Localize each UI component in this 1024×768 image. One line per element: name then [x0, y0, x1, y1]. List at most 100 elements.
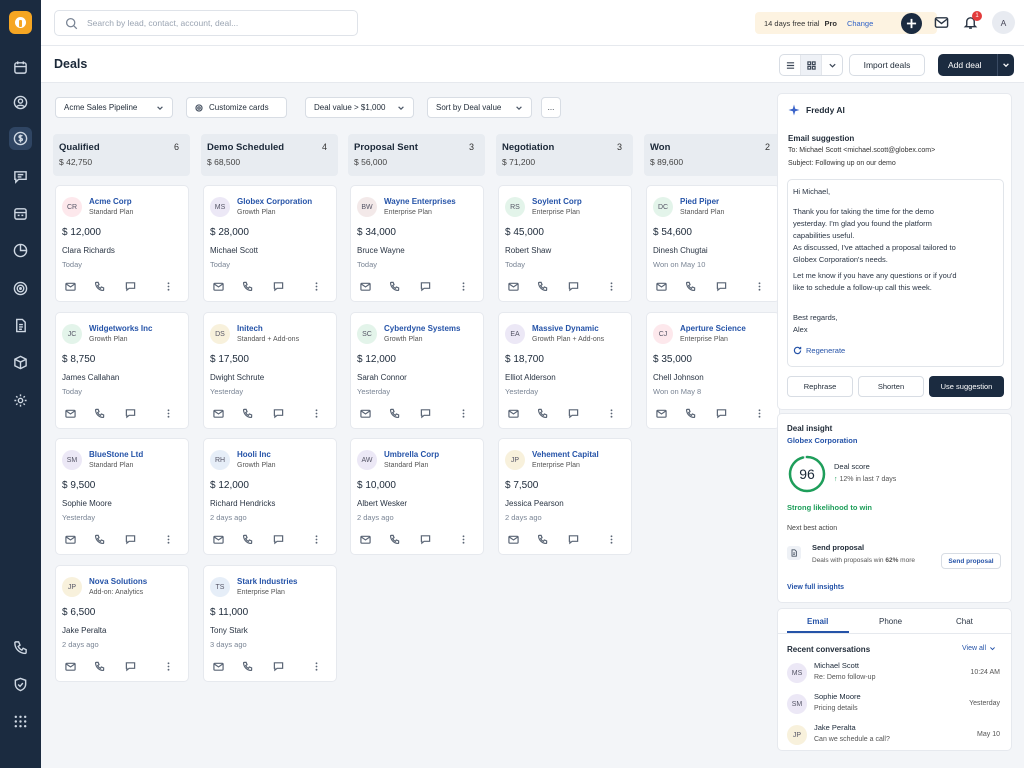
rephrase-button[interactable]: Rephrase	[787, 376, 853, 397]
mail-icon[interactable]	[508, 281, 520, 293]
mail-icon[interactable]	[656, 281, 668, 293]
company-name[interactable]: Aperture Science	[680, 324, 746, 333]
phone-icon[interactable]	[389, 281, 401, 293]
deal-card[interactable]: MS Globex Corporation Growth Plan $ 28,000 M…	[203, 185, 337, 302]
schedule-icon[interactable]	[9, 202, 32, 225]
sort-select[interactable]: Sort by Deal value	[427, 97, 532, 118]
mail-icon[interactable]	[213, 408, 225, 420]
conversation-row[interactable]: MS Michael Scott Re: Demo follow-up 10:24 A…	[778, 661, 1011, 689]
chat-icon[interactable]	[273, 661, 285, 673]
mail-icon[interactable]	[213, 534, 225, 546]
deal-card[interactable]: AW Umbrella Corp Standard Plan $ 10,000 Albe…	[350, 438, 484, 555]
more-vertical-icon[interactable]	[311, 281, 323, 293]
insight-company[interactable]: Globex Corporation	[787, 436, 858, 445]
more-vertical-icon[interactable]	[458, 281, 470, 293]
email-body[interactable]: Hi Michael, Thank you for taking the tim…	[787, 179, 1004, 367]
chat-icon[interactable]	[125, 281, 137, 293]
company-name[interactable]: Umbrella Corp	[384, 450, 440, 459]
company-name[interactable]: Acme Corp	[89, 197, 132, 206]
user-avatar[interactable]: A	[992, 11, 1015, 34]
company-name[interactable]: Initech	[237, 324, 263, 333]
more-vertical-icon[interactable]	[311, 661, 323, 673]
conversation-row[interactable]: SM Sophie Moore Pricing details Yesterday	[778, 692, 1011, 720]
calendar-icon[interactable]	[9, 56, 32, 79]
chat-icon[interactable]	[420, 408, 432, 420]
company-name[interactable]: Massive Dynamic	[532, 324, 599, 333]
chat-icon[interactable]	[125, 661, 137, 673]
phone-icon[interactable]	[537, 281, 549, 293]
phone-icon[interactable]	[94, 281, 106, 293]
more-vertical-icon[interactable]	[458, 534, 470, 546]
chat-icon[interactable]	[568, 408, 580, 420]
import-deals-button[interactable]: Import deals	[849, 54, 925, 76]
more-vertical-icon[interactable]	[458, 408, 470, 420]
products-icon[interactable]	[9, 351, 32, 374]
customize-cards-button[interactable]: Customize cards	[186, 97, 287, 118]
phone-icon[interactable]	[537, 408, 549, 420]
phone-icon[interactable]	[242, 408, 254, 420]
phone-icon[interactable]	[389, 534, 401, 546]
settings-icon[interactable]	[9, 389, 32, 412]
chat-icon[interactable]	[568, 534, 580, 546]
conversation-row[interactable]: JP Jake Peralta Can we schedule a call? May…	[778, 723, 1011, 751]
deal-value-filter[interactable]: Deal value > $1,000	[305, 97, 414, 118]
more-vertical-icon[interactable]	[311, 408, 323, 420]
mail-icon[interactable]	[360, 408, 372, 420]
more-filters-button[interactable]: ...	[541, 97, 561, 118]
add-deal-button[interactable]: Add deal	[938, 54, 1014, 76]
company-name[interactable]: BlueStone Ltd	[89, 450, 144, 459]
view-options-button[interactable]	[822, 55, 842, 75]
deal-card[interactable]: RH Hooli Inc Growth Plan $ 12,000 Richard He…	[203, 438, 337, 555]
contacts-icon[interactable]	[9, 91, 32, 114]
more-vertical-icon[interactable]	[163, 408, 175, 420]
deal-card[interactable]: CR Acme Corp Standard Plan $ 12,000 Clara Ri…	[55, 185, 189, 302]
add-deal-dropdown[interactable]	[997, 54, 1014, 76]
phone-icon[interactable]	[94, 534, 106, 546]
deal-card[interactable]: SC Cyberdyne Systems Growth Plan $ 12,000 Sa…	[350, 312, 484, 429]
phone-icon[interactable]	[94, 408, 106, 420]
more-vertical-icon[interactable]	[163, 661, 175, 673]
change-plan-link[interactable]: Change	[846, 18, 874, 28]
deal-card[interactable]: SM BlueStone Ltd Standard Plan $ 9,500 Sophi…	[55, 438, 189, 555]
company-name[interactable]: Wayne Enterprises	[384, 197, 456, 206]
quick-add-button[interactable]	[901, 13, 922, 34]
company-name[interactable]: Soylent Corp	[532, 197, 582, 206]
use-suggestion-button[interactable]: Use suggestion	[929, 376, 1004, 397]
phone-icon[interactable]	[685, 281, 697, 293]
mail-button[interactable]	[934, 15, 950, 31]
mail-icon[interactable]	[65, 661, 77, 673]
company-name[interactable]: Cyberdyne Systems	[384, 324, 461, 333]
phone-icon[interactable]	[94, 661, 106, 673]
target-icon[interactable]	[9, 277, 32, 300]
company-name[interactable]: Globex Corporation	[237, 197, 313, 206]
phone-icon[interactable]	[242, 534, 254, 546]
more-vertical-icon[interactable]	[754, 408, 766, 420]
list-view-button[interactable]	[780, 55, 801, 75]
deal-card[interactable]: JP Vehement Capital Enterprise Plan $ 7,500…	[498, 438, 632, 555]
shorten-button[interactable]: Shorten	[858, 376, 924, 397]
mail-icon[interactable]	[65, 281, 77, 293]
phone-icon[interactable]	[537, 534, 549, 546]
chat-icon[interactable]	[568, 281, 580, 293]
more-vertical-icon[interactable]	[163, 281, 175, 293]
view-all-conversations[interactable]: View all	[962, 645, 996, 652]
deal-card[interactable]: RS Soylent Corp Enterprise Plan $ 45,000 Rob…	[498, 185, 632, 302]
mail-icon[interactable]	[508, 534, 520, 546]
phone-icon[interactable]	[242, 661, 254, 673]
chat-icon[interactable]	[420, 281, 432, 293]
tab-email[interactable]: Email	[807, 617, 829, 626]
chat-icon[interactable]	[716, 408, 728, 420]
shield-icon[interactable]	[9, 673, 32, 696]
chat-icon[interactable]	[125, 408, 137, 420]
chat-icon[interactable]	[273, 408, 285, 420]
mail-icon[interactable]	[65, 408, 77, 420]
chat-icon[interactable]	[273, 281, 285, 293]
app-logo[interactable]	[9, 11, 32, 34]
view-full-insights-link[interactable]: View full insights	[787, 584, 845, 591]
deal-card[interactable]: DC Pied Piper Standard Plan $ 54,600 Dinesh …	[646, 185, 780, 302]
phone-icon[interactable]	[9, 636, 32, 659]
deal-card[interactable]: BW Wayne Enterprises Enterprise Plan $ 34,0…	[350, 185, 484, 302]
deal-card[interactable]: JC Widgetworks Inc Growth Plan $ 8,750 James…	[55, 312, 189, 429]
mail-icon[interactable]	[508, 408, 520, 420]
regenerate-button[interactable]: Regenerate	[793, 346, 845, 355]
